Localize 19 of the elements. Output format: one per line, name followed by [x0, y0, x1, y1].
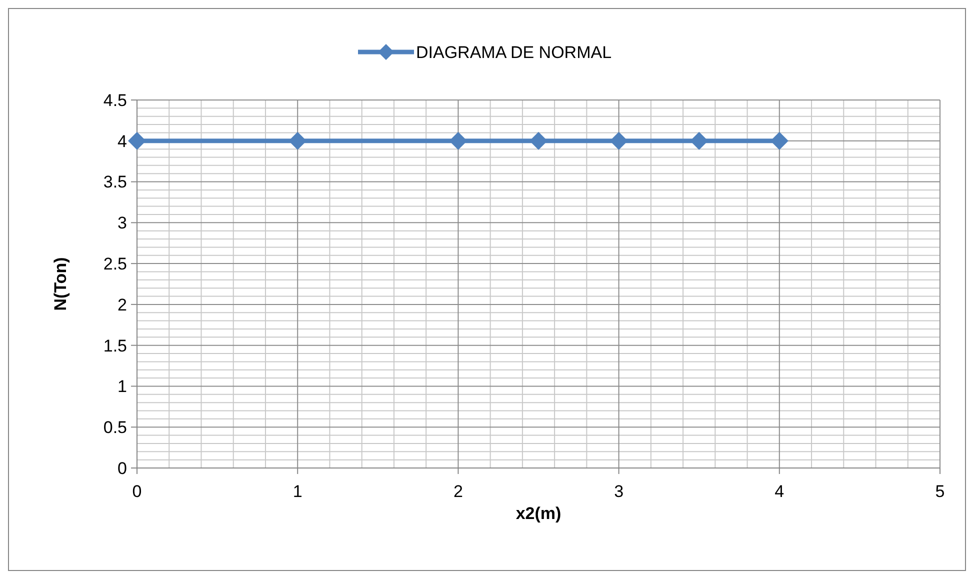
x-tick-label: 1 — [292, 482, 302, 501]
x-tick-label: 0 — [132, 482, 142, 501]
y-tick-label: 0.5 — [103, 418, 127, 438]
y-tick-label: 1 — [118, 377, 127, 396]
y-axis-title: N(Ton) — [51, 257, 70, 311]
x-tick-label: 4 — [774, 482, 784, 501]
y-tick-label: 2 — [118, 295, 127, 314]
legend-label: DIAGRAMA DE NORMAL — [416, 42, 612, 62]
y-tick-label: 3 — [118, 214, 127, 233]
y-tick-label: 1.5 — [103, 336, 127, 356]
y-tick-label: 4.5 — [103, 90, 127, 110]
x-axis-title: x2(m) — [516, 504, 562, 523]
x-tick-label: 2 — [453, 482, 463, 501]
y-tick-label: 0 — [118, 458, 127, 478]
x-tick-label: 3 — [614, 482, 624, 501]
y-tick-label: 2.5 — [103, 254, 127, 274]
x-tick-label: 5 — [935, 482, 945, 501]
y-tick-label: 4 — [118, 132, 127, 151]
y-tick-label: 3.5 — [103, 172, 127, 192]
